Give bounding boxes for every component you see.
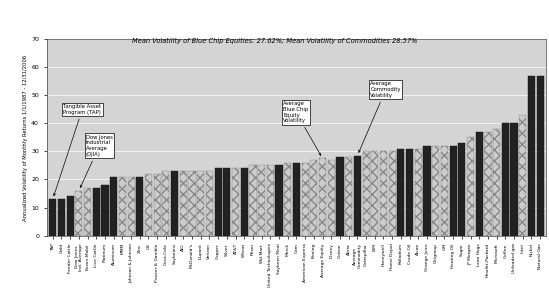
Text: Commodity Volatilities have been similar to those of blue chips: Commodity Volatilities have been similar… <box>113 11 436 20</box>
Bar <box>136 177 143 236</box>
Y-axis label: Annualized Volatility of Monthly Returns 1/1/1987 - 12/31/2006: Annualized Volatility of Monthly Returns… <box>24 54 29 220</box>
Bar <box>215 168 222 236</box>
Bar <box>154 174 161 236</box>
Bar <box>328 160 335 236</box>
Bar <box>93 188 100 236</box>
Bar <box>397 149 405 236</box>
Bar <box>171 171 178 236</box>
Bar <box>232 168 239 236</box>
Bar <box>188 171 195 236</box>
Text: Dow Jones
Industrial
Average
(DJIA): Dow Jones Industrial Average (DJIA) <box>80 135 113 188</box>
Bar <box>414 149 422 236</box>
Text: Average
Commodity
Volatility: Average Commodity Volatility <box>358 82 401 153</box>
Bar <box>450 146 457 236</box>
Text: Mean Volatility of Blue Chip Equities: 27.62%; Mean Volatility of Commodities 28: Mean Volatility of Blue Chip Equities: 2… <box>132 38 417 44</box>
Bar <box>467 137 474 236</box>
Bar <box>119 177 126 236</box>
Bar <box>249 165 256 236</box>
Bar <box>475 132 483 236</box>
Bar <box>267 165 274 236</box>
Bar <box>66 196 74 236</box>
Bar <box>84 188 91 236</box>
Bar <box>49 199 57 236</box>
Bar <box>380 151 387 236</box>
Bar <box>206 171 213 236</box>
Bar <box>180 171 187 236</box>
Bar <box>258 165 265 236</box>
Bar <box>528 76 535 236</box>
Bar <box>145 174 152 236</box>
Bar <box>293 163 300 236</box>
Bar <box>58 199 65 236</box>
Bar <box>406 149 413 236</box>
Bar <box>519 115 526 236</box>
Bar <box>432 146 439 236</box>
Bar <box>354 156 361 236</box>
Bar <box>511 124 518 236</box>
Bar <box>423 146 430 236</box>
Bar <box>284 163 292 236</box>
Bar <box>301 163 309 236</box>
Bar <box>276 165 283 236</box>
Bar <box>319 159 326 236</box>
Bar <box>458 143 466 236</box>
Bar <box>127 177 135 236</box>
Bar <box>389 151 396 236</box>
Bar <box>493 129 500 236</box>
Bar <box>337 157 344 236</box>
Bar <box>502 124 509 236</box>
Bar <box>223 168 231 236</box>
Bar <box>441 146 448 236</box>
Bar <box>310 160 317 236</box>
Bar <box>102 185 109 236</box>
Bar <box>197 171 204 236</box>
Bar <box>362 151 369 236</box>
Text: Average
Blue Chip
Equity
Volatility: Average Blue Chip Equity Volatility <box>283 101 321 155</box>
Bar <box>75 191 82 236</box>
Bar <box>240 168 248 236</box>
Bar <box>371 151 378 236</box>
Bar <box>536 76 544 236</box>
Text: Tangible Asset
Program (TAP): Tangible Asset Program (TAP) <box>53 104 102 196</box>
Bar <box>484 132 491 236</box>
Bar <box>110 177 117 236</box>
Bar <box>345 157 352 236</box>
Bar <box>163 171 170 236</box>
